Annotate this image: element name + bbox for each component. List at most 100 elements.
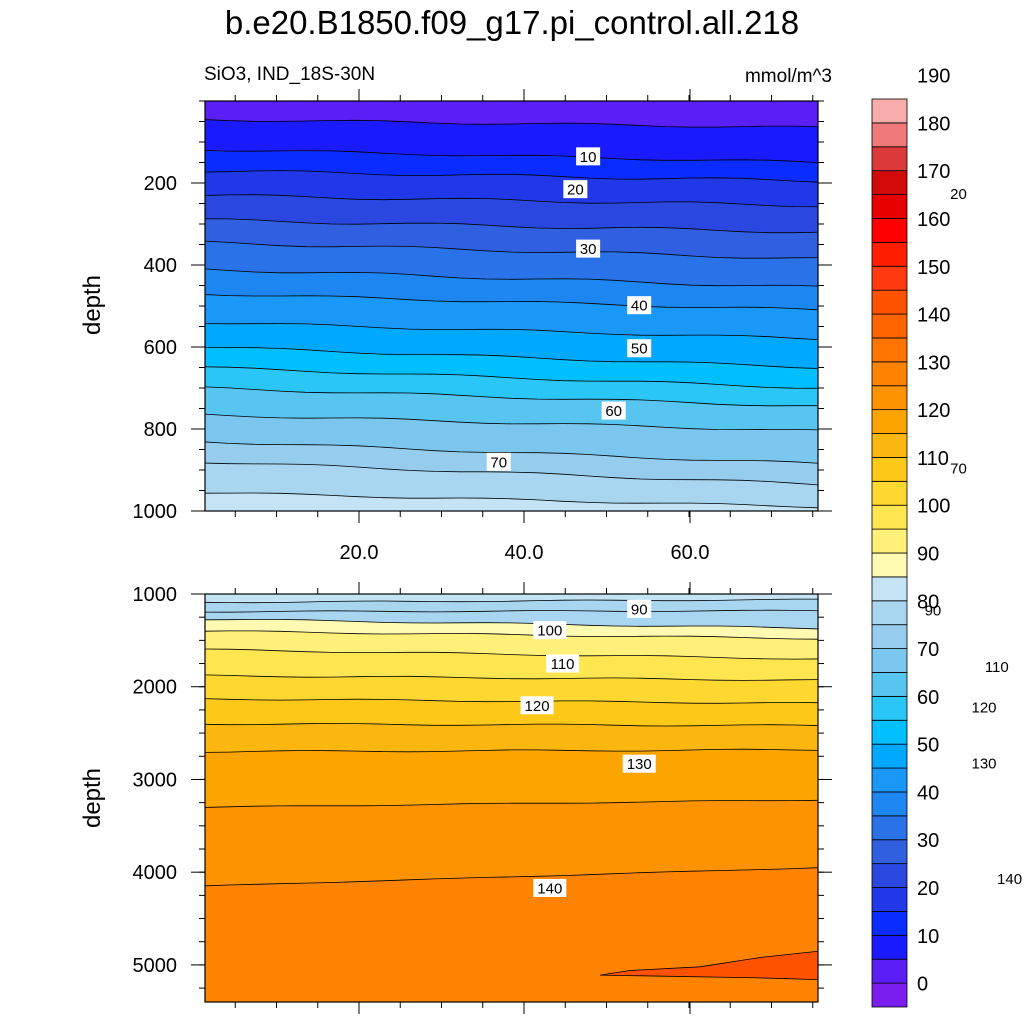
- colorbar-swatch: [871, 767, 908, 793]
- y-tick-label: 4000: [133, 862, 178, 884]
- contour-line: [205, 619, 818, 630]
- contour-label: 120: [972, 700, 997, 717]
- y-tick-label: 600: [144, 337, 177, 359]
- colorbar-swatch: [871, 146, 908, 172]
- contour-label-bg: [627, 599, 652, 618]
- colorbar-label: 50: [917, 735, 939, 757]
- y-tick-label: 1000: [133, 501, 178, 523]
- contour-label: 40: [631, 298, 648, 315]
- contour-label-bg: [533, 878, 567, 897]
- colorbar-label: 30: [917, 830, 939, 852]
- contour-line: [205, 698, 818, 704]
- contour-label-bg: [576, 239, 601, 258]
- contour-label-bg: [563, 180, 588, 199]
- contour-label: 30: [580, 241, 597, 258]
- colorbar-label: 0: [917, 974, 928, 996]
- contour-label: 110: [985, 659, 1009, 676]
- contour-label: 20: [950, 186, 967, 203]
- contour-label: 20: [567, 182, 584, 199]
- contour-label-bg: [993, 869, 1024, 888]
- colorbar-swatch: [871, 218, 908, 243]
- colorbar-swatch: [871, 409, 908, 434]
- contour-label-bg: [622, 754, 656, 773]
- contour-band-pocket: [599, 950, 818, 981]
- contour-line: [205, 441, 818, 464]
- contour-label: 110: [551, 656, 575, 673]
- y-tick-label: 3000: [133, 769, 178, 791]
- colorbar-swatch: [871, 648, 908, 673]
- panel-frame-1: [204, 593, 819, 1003]
- contour-label-bg: [627, 339, 652, 358]
- colorbar-swatch: [871, 863, 908, 888]
- contour-label: 90: [631, 601, 648, 618]
- colorbar-label: 170: [917, 161, 950, 183]
- contour-line: [205, 609, 818, 613]
- contour-line: [205, 119, 818, 128]
- colorbar-swatch: [871, 504, 908, 530]
- colorbar-swatch: [871, 98, 908, 124]
- colorbar-swatch: [871, 457, 908, 482]
- colorbar-swatch: [871, 265, 908, 291]
- colorbar-swatch: [871, 911, 908, 936]
- contour-label: 70: [950, 460, 967, 477]
- colorbar-swatch: [871, 480, 908, 506]
- colorbar-swatch: [871, 361, 908, 387]
- x-tick-label: 20.0: [340, 542, 379, 564]
- colorbar-swatch: [871, 528, 908, 554]
- colorbar-swatch: [871, 433, 908, 458]
- chart-units-label: mmol/m^3: [744, 66, 832, 87]
- colorbar-swatch: [871, 839, 908, 865]
- contour-label: 120: [525, 698, 550, 715]
- colorbar-label: 70: [917, 639, 939, 661]
- colorbar-swatch: [871, 576, 908, 602]
- colorbar-swatch: [871, 934, 908, 960]
- contour-band: [205, 493, 818, 511]
- contour-line: [205, 598, 818, 604]
- colorbar-label: 160: [917, 209, 950, 231]
- contour-line: [205, 867, 818, 887]
- y-tick-label: 800: [144, 419, 177, 441]
- contour-line: [205, 294, 818, 311]
- contour-label: 90: [925, 602, 942, 619]
- contour-label: 50: [631, 341, 648, 358]
- y-tick-label: 400: [144, 255, 177, 277]
- contour-labels: 1010202030304040505060607070909010010011…: [486, 147, 1024, 897]
- colorbar-swatch: [871, 719, 908, 745]
- colorbar-label: 40: [917, 782, 939, 804]
- contour-line: [205, 630, 818, 640]
- contour-label-bg: [576, 147, 601, 166]
- contour-label: 130: [627, 756, 652, 773]
- colorbar-swatch: [871, 313, 908, 339]
- colorbar-label: 140: [917, 305, 950, 327]
- colorbar-swatch: [871, 337, 908, 363]
- colorbar-swatch: [871, 385, 908, 411]
- contour-label: 10: [580, 149, 597, 166]
- contour-line: [205, 413, 818, 431]
- colorbar-label: 90: [917, 544, 939, 566]
- contour-label-bg: [520, 696, 554, 715]
- colorbar-label: 150: [917, 257, 950, 279]
- contour-label-bg: [967, 753, 1001, 772]
- colorbar-swatch: [871, 194, 908, 219]
- colorbar-swatch: [871, 815, 908, 841]
- contour-line: [205, 799, 818, 808]
- colorbar-label: 100: [917, 496, 950, 518]
- colorbar: 0102030405060708090100110120130140150160…: [871, 66, 950, 1008]
- colorbar-swatch: [871, 241, 908, 267]
- contour-line: [205, 150, 818, 163]
- contour-label: 130: [972, 755, 997, 772]
- colorbar-swatch: [871, 624, 908, 649]
- colorbar-label: 120: [917, 400, 950, 422]
- colorbar-label: 130: [917, 352, 950, 374]
- contour-label-bg: [967, 698, 1001, 717]
- contour-label: 60: [605, 403, 622, 420]
- contour-label-bg: [486, 452, 511, 471]
- contour-line: [205, 170, 818, 183]
- colorbar-label: 20: [917, 878, 939, 900]
- colorbar-swatch: [871, 791, 908, 817]
- colorbar-label: 110: [917, 448, 949, 470]
- upper-panel-fill: [205, 101, 818, 511]
- chart-subtitle-variable-region: SiO3, IND_18S-30N: [204, 64, 376, 85]
- contour-label-bg: [601, 401, 626, 420]
